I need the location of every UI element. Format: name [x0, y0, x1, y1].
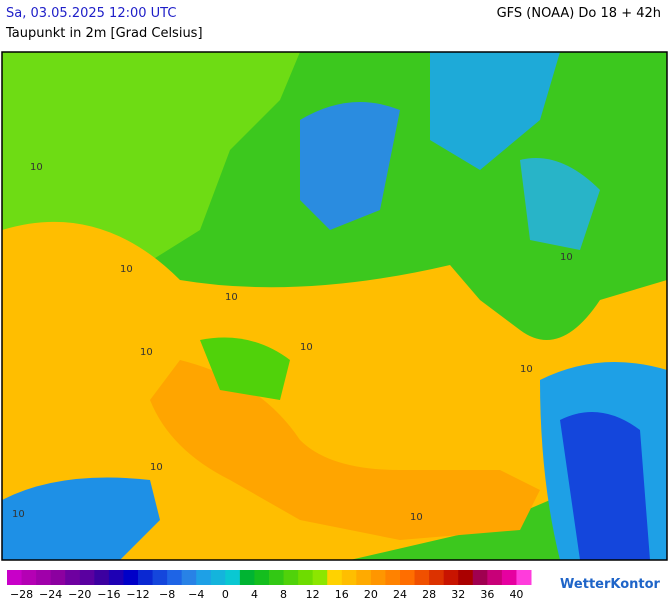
- contour-label: 10: [12, 509, 25, 520]
- legend-label: 0: [222, 588, 229, 600]
- legend-label: 8: [280, 588, 287, 600]
- legend-swatch: [283, 570, 299, 585]
- legend-swatch: [210, 570, 226, 585]
- legend-swatch: [472, 570, 488, 585]
- contour-label: 10: [560, 252, 573, 263]
- legend-label: 24: [393, 588, 407, 600]
- legend-label: −4: [188, 588, 204, 600]
- legend-swatch: [36, 570, 52, 585]
- legend-swatch: [167, 570, 183, 585]
- contour-label: 10: [225, 292, 238, 303]
- legend-label: 28: [422, 588, 436, 600]
- parameter: Taupunkt in 2m [Grad Celsius]: [6, 26, 203, 41]
- legend-swatch: [181, 570, 197, 585]
- legend-label: 16: [335, 588, 349, 600]
- legend-swatch: [487, 570, 503, 585]
- legend-swatch: [79, 570, 95, 585]
- legend-swatch: [516, 570, 532, 585]
- legend-swatch: [108, 570, 124, 585]
- legend-swatch: [312, 570, 328, 585]
- legend-label: −8: [159, 588, 175, 600]
- legend-swatch: [298, 570, 314, 585]
- map-frame: [1, 51, 668, 561]
- legend-swatch: [65, 570, 81, 585]
- legend-swatch: [239, 570, 255, 585]
- legend-swatch: [225, 570, 241, 585]
- legend-swatch: [443, 570, 459, 585]
- legend-swatch: [414, 570, 430, 585]
- legend-swatch: [94, 570, 110, 585]
- contour-label: 10: [300, 342, 313, 353]
- model: GFS (NOAA) Do 18 + 42h: [496, 6, 661, 21]
- legend-label: 36: [480, 588, 494, 600]
- contour-label: 10: [30, 162, 43, 173]
- logo: WetterKontor: [560, 577, 661, 592]
- legend-swatch: [501, 570, 517, 585]
- contour-label: 10: [140, 347, 153, 358]
- datetime: Sa, 03.05.2025 12:00 UTC: [6, 6, 177, 21]
- legend-swatch: [123, 570, 139, 585]
- legend-label: 4: [251, 588, 258, 600]
- legend-label: −16: [97, 588, 120, 600]
- legend-swatch: [400, 570, 416, 585]
- legend-label: 32: [451, 588, 465, 600]
- legend-label: −24: [39, 588, 62, 600]
- legend-label: −28: [10, 588, 33, 600]
- legend-label: −20: [68, 588, 91, 600]
- legend-swatch: [138, 570, 154, 585]
- contour-labels: 10 10 10 10 10 10 10 10 10 10: [12, 162, 573, 523]
- legend-swatch: [196, 570, 212, 585]
- legend-swatch: [50, 570, 66, 585]
- legend-swatch: [458, 570, 474, 585]
- contour-label: 10: [150, 462, 163, 473]
- legend-label: 20: [364, 588, 378, 600]
- legend-label: 12: [306, 588, 320, 600]
- legend-swatch: [385, 570, 401, 585]
- legend: −28 −24 −20 −16 −12 −8 −4 0 4 8 12 16 20 24 28 32 36 40: [7, 570, 532, 600]
- legend-swatch: [7, 570, 23, 585]
- legend-swatch: [254, 570, 270, 585]
- legend-swatch: [356, 570, 372, 585]
- legend-swatch: [341, 570, 357, 585]
- legend-swatch: [269, 570, 285, 585]
- legend-label: −12: [126, 588, 149, 600]
- legend-label: 40: [509, 588, 523, 600]
- legend-swatch: [21, 570, 37, 585]
- contour-label: 10: [520, 364, 533, 375]
- legend-swatch: [327, 570, 343, 585]
- legend-swatch: [370, 570, 386, 585]
- field: [2, 52, 667, 560]
- legend-swatch: [152, 570, 168, 585]
- contour-label: 10: [120, 264, 133, 275]
- contour-label: 10: [410, 512, 423, 523]
- legend-swatch: [429, 570, 445, 585]
